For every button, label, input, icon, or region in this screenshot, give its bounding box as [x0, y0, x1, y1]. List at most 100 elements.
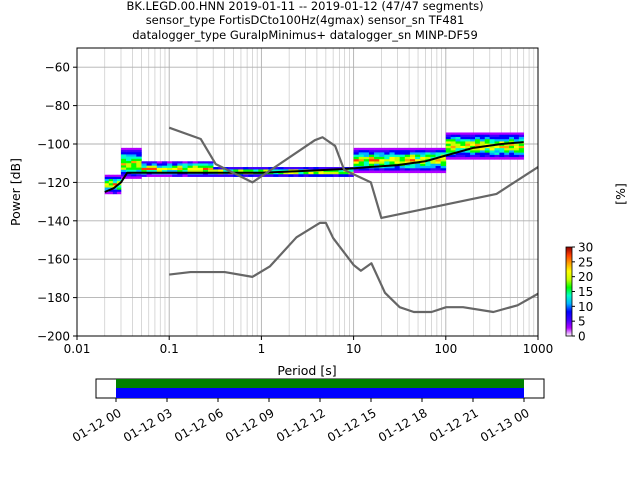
density-cell	[379, 156, 385, 160]
density-cell	[499, 148, 505, 151]
density-cell	[465, 152, 471, 156]
density-cell	[202, 170, 209, 173]
density-cell	[479, 148, 486, 151]
density-cell	[455, 145, 461, 149]
density-cell	[353, 161, 360, 165]
density-cell	[460, 148, 466, 151]
density-cell	[333, 171, 339, 175]
density-cell	[489, 132, 495, 136]
density-cell	[338, 169, 344, 173]
density-cell	[379, 161, 385, 165]
timeline-tick-label: 01-12 09	[223, 406, 277, 445]
density-cell	[425, 163, 431, 167]
psd-curves	[104, 126, 539, 314]
density-cell	[479, 154, 486, 158]
density-cell	[187, 170, 193, 173]
density-cell	[475, 154, 481, 158]
density-cell	[455, 148, 461, 151]
density-cell	[389, 156, 395, 160]
density-cell	[465, 157, 471, 160]
density-cell	[404, 156, 411, 160]
density-cell	[248, 167, 254, 170]
density-cell	[479, 157, 486, 160]
density-cell	[384, 154, 390, 158]
density-cell	[440, 152, 447, 155]
density-cell	[177, 163, 183, 166]
density-cell	[151, 174, 158, 177]
density-cell	[197, 165, 204, 169]
density-cell	[455, 154, 461, 158]
density-cell	[303, 171, 309, 175]
density-cell	[108, 176, 114, 180]
density-cell	[470, 152, 476, 156]
density-cell	[450, 145, 456, 149]
density-band	[141, 161, 214, 177]
density-cell	[499, 150, 505, 153]
density-cell	[484, 141, 490, 144]
density-cell	[167, 165, 173, 169]
density-cell	[420, 163, 426, 167]
density-cell	[328, 167, 334, 170]
density-cell	[116, 174, 122, 178]
density-cell	[374, 159, 380, 162]
density-cell	[248, 174, 254, 177]
density-cell	[489, 154, 495, 158]
density-cell	[151, 161, 158, 164]
density-cell	[518, 134, 525, 138]
density-cell	[494, 136, 500, 140]
density-cell	[104, 187, 110, 190]
density-cell	[518, 148, 525, 151]
density-cell	[151, 163, 158, 166]
y-axis: −200 −180 −160 −140 −120 −100 −80 −60	[37, 61, 77, 344]
density-cell	[509, 148, 515, 151]
colorbar-tick-label: 20	[578, 270, 593, 284]
density-cell	[358, 147, 365, 151]
density-cell	[374, 154, 380, 158]
density-cell	[475, 152, 481, 156]
density-cell	[460, 141, 466, 144]
density-cell	[298, 174, 304, 177]
x-axis-label: Period [s]	[277, 363, 336, 378]
density-cell	[404, 170, 411, 174]
density-cell	[420, 150, 426, 153]
density-cell	[518, 136, 525, 140]
density-cell	[484, 134, 490, 138]
density-cell	[470, 139, 476, 142]
density-cell	[273, 169, 279, 173]
colorbar-tick-label: 10	[578, 300, 593, 314]
density-cell	[494, 154, 500, 158]
density-cell	[278, 167, 284, 170]
density-cell	[368, 161, 375, 165]
density-cell	[353, 150, 360, 153]
density-cell	[374, 161, 380, 165]
density-cell	[379, 170, 385, 174]
density-cell	[465, 134, 471, 138]
y-tick-label: −200	[37, 330, 70, 344]
density-cell	[440, 161, 447, 165]
density-cell	[146, 165, 152, 169]
density-cell	[435, 170, 441, 174]
density-cell	[450, 132, 456, 136]
density-cell	[479, 139, 486, 142]
density-cell	[167, 163, 173, 166]
density-cell	[475, 143, 481, 147]
density-cell	[513, 145, 520, 149]
median-line	[104, 141, 524, 193]
density-cell	[425, 161, 431, 165]
y-tick-label: −140	[37, 214, 70, 228]
density-cell	[333, 169, 339, 173]
density-cell	[399, 150, 406, 153]
density-cell	[112, 176, 118, 180]
density-cell	[445, 141, 451, 144]
density-cell	[389, 159, 395, 162]
density-cell	[460, 145, 466, 149]
density-cell	[389, 150, 395, 153]
density-cell	[131, 152, 137, 155]
density-cell	[404, 161, 411, 165]
density-cell	[263, 167, 269, 170]
density-cell	[233, 167, 239, 170]
density-cell	[358, 163, 365, 167]
density-cell	[368, 152, 375, 155]
density-cell	[318, 174, 324, 177]
